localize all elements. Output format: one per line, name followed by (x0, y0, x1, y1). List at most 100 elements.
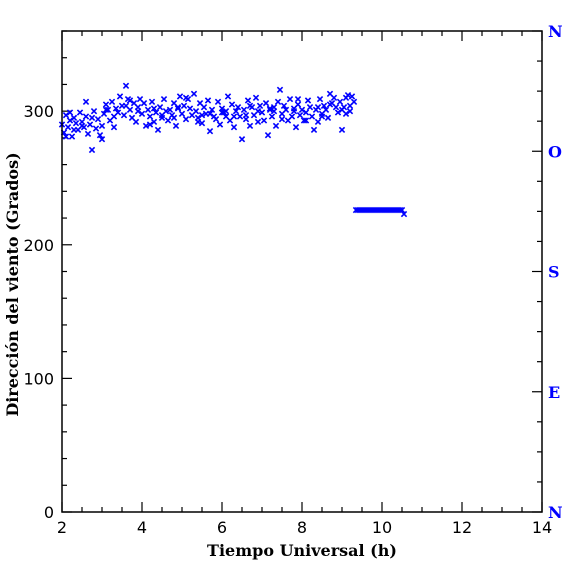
data-point (240, 106, 248, 113)
data-point (346, 108, 354, 115)
data-point (174, 103, 182, 111)
data-point (254, 108, 262, 115)
data-point (154, 126, 162, 134)
data-point (150, 118, 158, 126)
compass-label: S (548, 263, 560, 282)
x-tick-labels: 2 4 6 8 10 12 14 (57, 518, 552, 537)
y-tick-label: 100 (23, 369, 54, 388)
data-point (198, 120, 206, 127)
data-point (90, 108, 98, 115)
data-point (194, 118, 202, 126)
data-point (86, 121, 94, 128)
data-point (236, 113, 244, 120)
data-point (186, 105, 194, 112)
data-point (318, 113, 326, 120)
data-point (120, 112, 128, 119)
data-point (166, 106, 174, 113)
data-point (200, 103, 208, 111)
data-point (126, 97, 134, 104)
data-point (98, 136, 106, 143)
data-point (146, 121, 154, 128)
data-point (70, 114, 78, 122)
y-tick-label: 300 (23, 102, 54, 121)
data-point (218, 109, 226, 116)
data-point (332, 103, 340, 111)
data-point (78, 122, 86, 130)
data-point (68, 133, 76, 140)
data-point (176, 93, 184, 100)
data-point (76, 109, 84, 116)
data-point (150, 105, 158, 112)
data-point (320, 102, 328, 109)
x-axis-title: Tiempo Universal (h) (207, 541, 397, 560)
compass-label: O (548, 142, 562, 161)
data-point (308, 113, 316, 120)
data-point (334, 109, 342, 116)
data-point (258, 109, 266, 116)
data-point (96, 132, 104, 139)
data-points (58, 82, 408, 218)
data-point (170, 114, 178, 122)
compass-labels: N O S E N (548, 22, 563, 522)
data-point (144, 106, 152, 113)
x-tick-label: 6 (217, 518, 227, 537)
data-point (82, 113, 90, 120)
data-point (214, 98, 222, 105)
data-point (314, 118, 322, 126)
x-tick-label: 4 (137, 518, 147, 537)
data-point (252, 94, 260, 101)
axis-ticks (61, 30, 543, 513)
compass-label: N (548, 22, 563, 41)
data-point (156, 103, 164, 111)
data-point (114, 109, 122, 116)
data-point (344, 91, 352, 99)
data-point (204, 97, 212, 104)
data-point (174, 105, 182, 112)
data-point (304, 97, 312, 104)
data-point (400, 210, 408, 218)
data-point (278, 116, 286, 123)
data-point (324, 114, 332, 122)
data-point (158, 112, 166, 119)
data-point (266, 106, 274, 113)
data-point (182, 116, 190, 123)
x-tick-label: 8 (297, 518, 307, 537)
data-point (292, 124, 300, 131)
data-point (322, 106, 330, 113)
data-point (288, 113, 296, 120)
data-point (262, 99, 270, 107)
data-point (122, 82, 130, 89)
data-point (348, 93, 356, 100)
data-point (198, 112, 206, 119)
data-point (190, 90, 198, 97)
x-tick-label: 14 (532, 518, 552, 537)
data-point (350, 98, 358, 105)
data-point (66, 117, 74, 124)
data-point (264, 132, 272, 139)
data-point (164, 117, 172, 124)
data-point (216, 121, 224, 128)
data-point (84, 130, 92, 138)
data-point (122, 102, 130, 109)
data-point (326, 101, 334, 108)
data-point (298, 106, 306, 113)
data-point (260, 117, 268, 124)
data-point (342, 110, 350, 118)
data-point (232, 108, 240, 115)
data-point (148, 98, 156, 105)
data-point (82, 98, 90, 105)
compass-label: N (548, 503, 563, 522)
data-point (88, 114, 96, 122)
data-point (206, 128, 214, 135)
data-point (230, 124, 238, 131)
data-point (280, 102, 288, 109)
data-point (206, 110, 214, 118)
compass-label: E (548, 383, 560, 402)
x-tick-label: 12 (452, 518, 472, 537)
y-tick-label: 200 (23, 236, 54, 255)
x-tick-label: 10 (372, 518, 392, 537)
data-point (266, 105, 274, 112)
data-point (152, 109, 160, 116)
